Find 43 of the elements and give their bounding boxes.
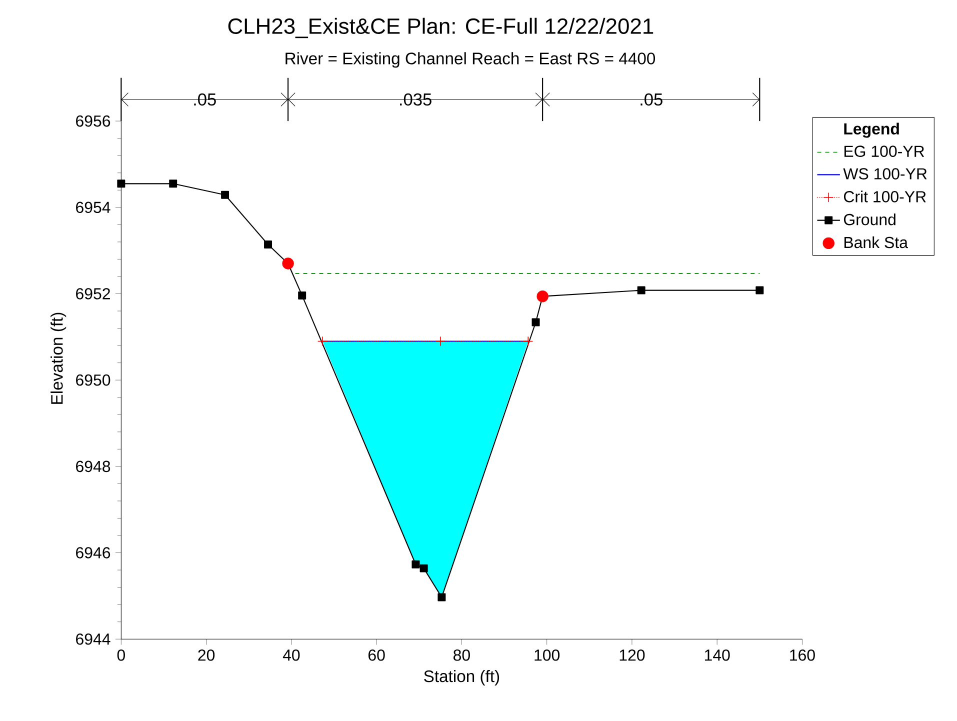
y-tick-label: 6944: [76, 633, 110, 645]
y-tick-label: 6950: [76, 374, 110, 386]
point: [317, 336, 328, 346]
point: [420, 564, 428, 572]
x-tick-label: 40: [282, 649, 300, 661]
point: [435, 336, 446, 346]
x-tick-label: 60: [368, 649, 385, 661]
annotation: .05: [194, 93, 216, 106]
legend-label: EG 100-YR: [844, 146, 924, 157]
point: [637, 286, 646, 294]
legend-label: Crit 100-YR: [844, 190, 926, 202]
x-tick-label: 120: [620, 649, 645, 661]
y-tick-label: 6948: [76, 460, 110, 472]
point: [532, 318, 540, 326]
annotation: .035: [400, 93, 432, 106]
y-tick-label: 6952: [76, 288, 110, 300]
point: [523, 336, 534, 346]
point: [412, 560, 420, 568]
y-tick-label: 6954: [76, 202, 110, 213]
x-axis-title: Station (ft): [424, 670, 500, 686]
point: [169, 180, 178, 188]
x-tick-label: 160: [790, 649, 815, 661]
point: [298, 291, 306, 300]
point: [438, 593, 446, 602]
legend-label: WS 100-YR: [843, 168, 927, 180]
annotation: .05: [640, 93, 662, 106]
x-tick-label: 100: [534, 649, 560, 661]
chart-title: CLH23_Exist&CE Plan: CE-Full 12/22/2021: [228, 18, 654, 38]
y-axis-title: Elevation (ft): [50, 312, 66, 404]
legend-label: Ground: [844, 213, 896, 226]
point: [264, 240, 272, 248]
y-tick-label: 6956: [76, 115, 110, 127]
x-tick-label: 20: [198, 649, 215, 661]
point: [117, 180, 126, 188]
chart-subtitle: River = Existing Channel Reach = East RS = 4400: [286, 52, 656, 68]
legend-label: Bank Sta: [844, 236, 908, 248]
x-tick-label: 80: [454, 649, 470, 661]
y-tick-label: 6946: [76, 546, 110, 558]
point: [221, 190, 230, 199]
legend-title: Legend: [844, 122, 899, 138]
x-tick-label: 140: [704, 649, 730, 661]
x-tick-label: 0: [117, 649, 125, 661]
point: [756, 286, 764, 294]
